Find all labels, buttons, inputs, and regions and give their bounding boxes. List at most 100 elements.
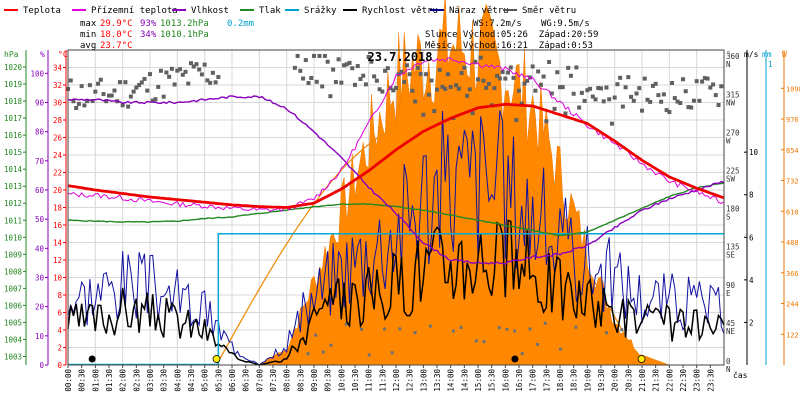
time-tick-label: 06:30 [242, 369, 251, 392]
time-tick-label: 14:30 [460, 369, 469, 392]
time-tick-label: 14:00 [447, 369, 456, 392]
direction-point [369, 59, 374, 64]
direction-tick-label: NW [726, 98, 736, 107]
ms-tick-label: 2 [749, 318, 754, 327]
direction-tick-label: W [726, 136, 731, 145]
time-tick-label: 03:00 [146, 369, 155, 392]
direction-point [117, 80, 122, 85]
direction-point [675, 99, 680, 104]
direction-point [358, 77, 363, 82]
direction-tick-label: SE [726, 251, 736, 260]
direction-point [128, 94, 133, 99]
hpa-tick-label: 1005 [4, 318, 22, 327]
time-tick-label: 21:00 [638, 369, 647, 392]
direction-point [183, 69, 188, 74]
direction-point-low [505, 327, 509, 331]
direction-point [328, 94, 333, 99]
direction-point-low [620, 328, 624, 332]
w-tick-label: 610 [786, 208, 799, 216]
ms-tick-label: 10 [749, 148, 759, 157]
stat-avg-temp: 23.7°C [100, 41, 133, 51]
direction-point [139, 80, 144, 85]
direction-point [366, 55, 371, 60]
direction-point [90, 99, 95, 104]
direction-point [437, 67, 442, 72]
time-tick-label: 02:30 [132, 369, 141, 392]
direction-point [615, 82, 620, 87]
direction-point [197, 67, 202, 72]
direction-point [385, 66, 390, 71]
direction-point [517, 88, 521, 93]
direction-point [426, 92, 431, 97]
legend-feels: Přízemní teplota [91, 6, 178, 16]
direction-tick-value: 315 [726, 90, 740, 99]
direction-tick-value: 45 [726, 319, 735, 328]
direction-point [519, 101, 524, 106]
direction-point [568, 73, 573, 78]
ms-tick-label: 4 [749, 276, 754, 285]
direction-point-low [383, 327, 387, 331]
direction-point [626, 75, 631, 80]
direction-point-low [536, 343, 540, 347]
stat-max-label: max [80, 19, 97, 29]
direction-tick-label: SW [726, 174, 736, 183]
direction-point [347, 60, 352, 65]
info-moon: Měsíc Východ:16:21 Západ:0:53 [425, 41, 593, 51]
direction-point [320, 84, 325, 89]
direction-point [148, 72, 152, 77]
direction-point [604, 85, 609, 90]
direction-point [555, 70, 560, 75]
degc-tick-label: 20 [53, 186, 63, 195]
direction-point [142, 76, 147, 81]
direction-point [432, 109, 437, 114]
pct-tick-label: 0 [39, 361, 44, 370]
direction-point [137, 83, 142, 88]
direction-point [653, 81, 658, 86]
direction-point [399, 69, 404, 74]
direction-point [178, 67, 183, 72]
direction-point [85, 99, 90, 104]
direction-point [391, 88, 396, 93]
direction-point [492, 86, 497, 91]
w-tick-label: 244 [786, 301, 799, 309]
ms-tick-label: 8 [749, 191, 754, 200]
direction-point [309, 76, 314, 81]
time-tick-label: 00:30 [78, 369, 87, 392]
direction-point [667, 110, 672, 115]
direction-point [702, 76, 707, 81]
direction-point [169, 66, 174, 71]
direction-point [618, 75, 623, 80]
info-ws: WS:7.2m/s [473, 19, 522, 29]
hpa-tick-label: 1012 [4, 199, 22, 208]
unit-deg: ° [726, 50, 731, 59]
direction-point [620, 104, 625, 109]
pct-tick-label: 40 [35, 244, 45, 253]
sun-arc-line [215, 120, 641, 366]
legend-rain: Srážky [304, 6, 337, 16]
direction-point [303, 58, 308, 63]
direction-point [167, 74, 172, 79]
direction-point [465, 93, 470, 98]
time-tick-label: 04:00 [173, 369, 182, 392]
time-tick-label: 01:00 [91, 369, 100, 392]
time-tick-label: 13:30 [433, 369, 442, 392]
direction-point [566, 65, 571, 70]
direction-point [495, 73, 500, 78]
direction-point [705, 76, 710, 81]
direction-point [629, 94, 634, 99]
w-tick-label: 1098 [786, 85, 800, 93]
direction-point [577, 105, 582, 110]
time-tick-label: 12:30 [406, 369, 415, 392]
sun-arc [215, 120, 641, 366]
direction-tick-label: N [726, 365, 731, 374]
pct-tick-label: 50 [35, 215, 45, 224]
wind-series [67, 110, 725, 366]
degc-tick-label: 32 [53, 81, 62, 90]
hpa-tick-label: 1011 [4, 216, 22, 225]
pct-tick-label: 90 [35, 99, 45, 108]
direction-point [448, 84, 453, 89]
direction-point [560, 85, 565, 90]
hpa-tick-label: 1010 [4, 233, 23, 242]
pct-tick-label: 60 [35, 186, 45, 195]
time-tick-label: 16:30 [515, 369, 524, 392]
